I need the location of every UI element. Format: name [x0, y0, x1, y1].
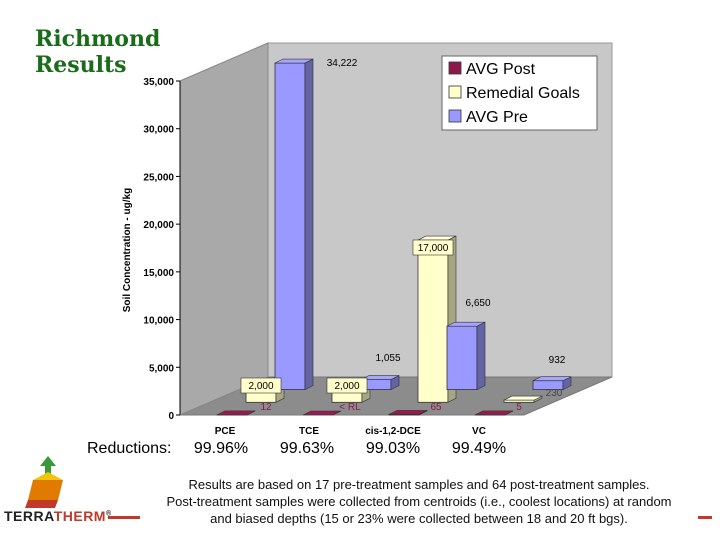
x-tick-label: VC	[472, 426, 486, 437]
footnote-line: Results are based on 17 pre-treatment sa…	[188, 477, 650, 492]
y-tick-label: 15,000	[143, 268, 174, 279]
bar-side-face	[476, 321, 486, 391]
data-label: 230	[546, 388, 563, 399]
data-label-box	[412, 239, 454, 256]
data-label: 12	[260, 402, 272, 413]
legend-box	[441, 55, 598, 131]
data-label-box	[240, 377, 282, 394]
data-label: 17,000	[418, 243, 449, 254]
slide-title-line1: Richmond	[35, 26, 161, 52]
data-label: < RL	[339, 402, 361, 413]
legend-label: AVG Post	[466, 61, 536, 78]
footnote: Results are based on 17 pre-treatment sa…	[140, 474, 698, 529]
x-tick-label: PCE	[215, 426, 236, 437]
legend-swatch	[448, 85, 462, 99]
data-label: 34,222	[327, 58, 358, 69]
bar-top-face	[474, 410, 514, 416]
reduction-value-vc: 99.49%	[451, 440, 507, 457]
y-tick-label: 0	[168, 411, 174, 422]
data-label: 2,000	[334, 381, 359, 392]
data-label-box	[326, 377, 368, 394]
data-label: 1,055	[375, 353, 400, 364]
y-tick-label: 10,000	[143, 316, 174, 327]
y-tick-label: 35,000	[143, 77, 174, 88]
logo-wordmark: TERRATHERM®	[4, 508, 112, 524]
bar-top-face	[274, 58, 314, 64]
bar-top-face	[360, 375, 400, 380]
reduction-value-cis-dce: 99.03%	[365, 440, 421, 457]
data-label: 932	[549, 355, 566, 366]
reductions-label: Reductions:	[87, 440, 172, 457]
logo-text-terra: TERRA	[4, 508, 54, 524]
legend-label: Remedial Goals	[466, 85, 580, 102]
slide-title-line2: Results	[35, 52, 127, 78]
data-label: 6,650	[465, 298, 490, 309]
bar-top-face	[503, 395, 543, 401]
reduction-value-tce: 99.63%	[279, 440, 335, 457]
chart-side-wall	[179, 42, 269, 416]
slide-title: Richmond Results	[35, 26, 160, 78]
footnote-line: and biased depths (15 or 23% were collec…	[210, 511, 628, 526]
legend-swatch	[448, 109, 462, 123]
bar-top-face	[388, 410, 428, 415]
bar-top-face	[446, 321, 486, 327]
bar-top-face	[532, 376, 572, 382]
bar-remedial-goals	[417, 239, 449, 403]
logo-text-therm: THERM	[53, 508, 106, 524]
data-label: 65	[430, 402, 442, 413]
x-tick-label: cis-1,2-DCE	[365, 426, 421, 437]
y-tick-label: 25,000	[143, 172, 174, 183]
bar-top-face	[216, 410, 256, 416]
y-tick-label: 5,000	[149, 363, 174, 374]
reduction-value-pce: 99.96%	[193, 440, 249, 457]
bar-avg-pre	[274, 62, 306, 390]
bar-top-face	[302, 410, 342, 416]
y-axis-title: Soil Concentration - ug/kg	[122, 188, 133, 312]
terratherm-logo	[4, 452, 114, 532]
legend-label: AVG Pre	[466, 109, 528, 126]
legend-swatch	[448, 61, 462, 75]
y-tick-label: 20,000	[143, 220, 174, 231]
logo-mark-icon	[25, 456, 63, 508]
y-tick-label: 30,000	[143, 125, 174, 136]
footnote-line: Post-treatment samples were collected fr…	[166, 494, 672, 509]
data-label: 5	[516, 402, 522, 413]
bar-side-face	[304, 58, 314, 391]
x-tick-label: TCE	[299, 426, 319, 437]
data-label: 2,000	[248, 381, 273, 392]
logo-registered: ®	[105, 510, 112, 518]
bar-avg-pre	[446, 325, 478, 391]
